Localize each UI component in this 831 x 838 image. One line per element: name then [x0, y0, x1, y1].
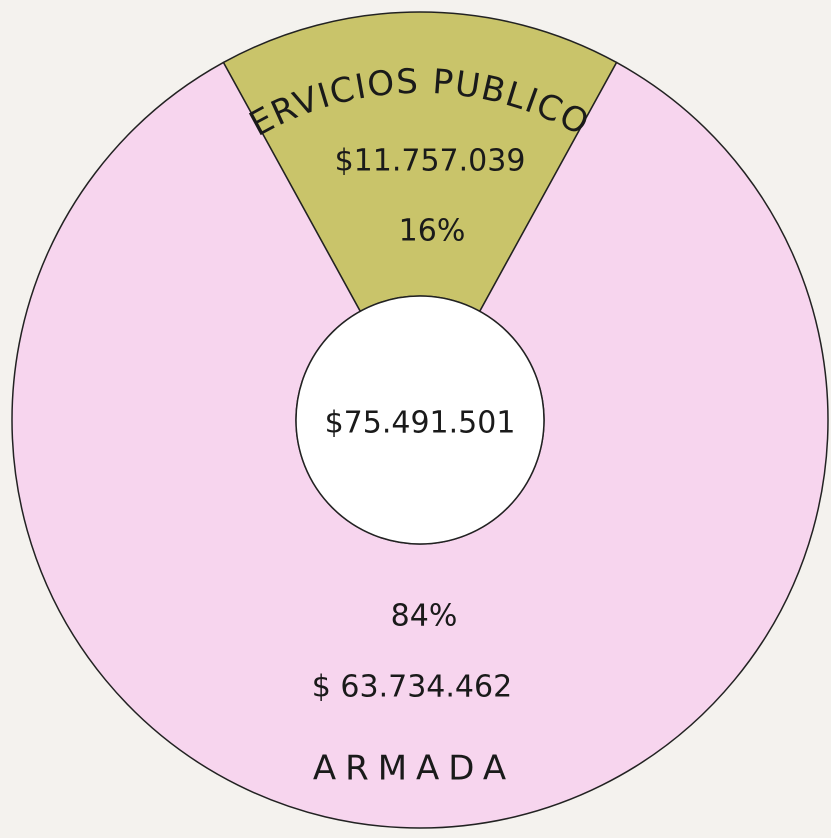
- slice-name: ARMADA: [313, 749, 515, 789]
- slices: [11, 11, 829, 829]
- donut-hole: [295, 295, 545, 545]
- amount-label: $11.757.039: [335, 144, 526, 179]
- total-label: $75.491.501: [325, 406, 516, 441]
- value-label: 84%: [391, 599, 458, 634]
- amount-label: $ 63.734.462: [312, 670, 512, 705]
- value-label: 16%: [399, 214, 466, 249]
